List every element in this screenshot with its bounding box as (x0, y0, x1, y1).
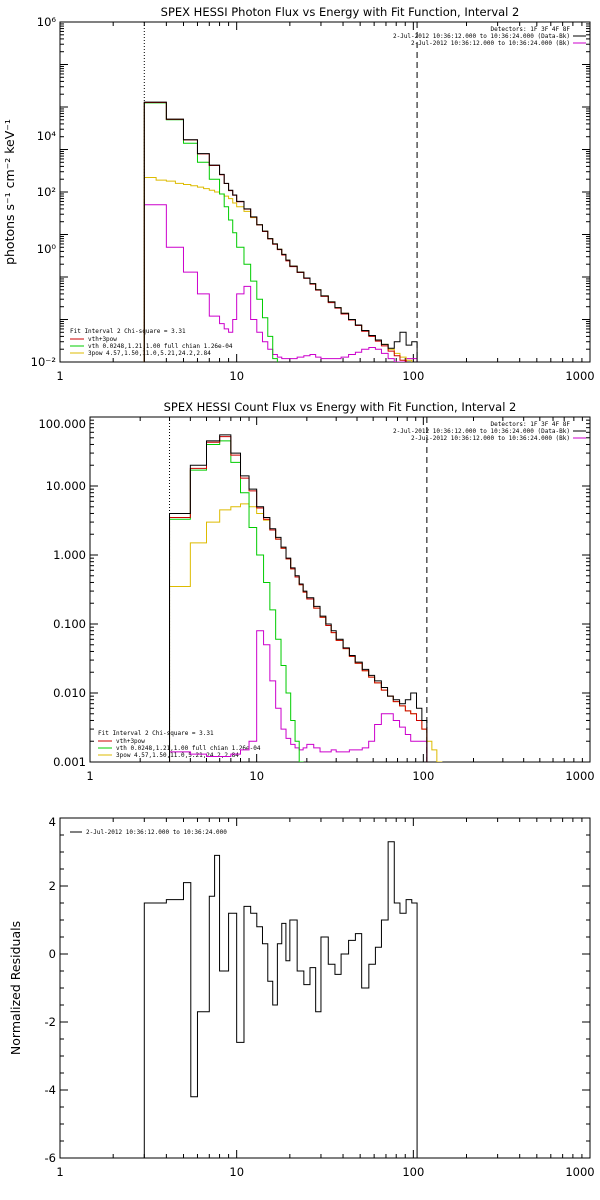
photon-series-bk (143, 204, 418, 362)
residuals-x-tick-label: 1 (56, 1165, 63, 1179)
residuals-y-tick-label: 4 (49, 815, 56, 829)
residuals-panel: 1 10 100 1000 -6 -4 -2 0 2 4 Normalized … (8, 815, 595, 1179)
residuals-x-tick-label: 100 (402, 1165, 424, 1179)
count-plot-frame (89, 416, 591, 763)
photon-y-axis (60, 23, 590, 363)
count-legend-top: Detectors: 1F 3F 4F 8F 2-Jul-2012 10:36:… (393, 421, 586, 442)
count-y-tick-label: 0.010 (53, 686, 86, 700)
count-y-tick-label: 0.001 (53, 755, 86, 769)
count-legend-vth: vth 0.0248,1.21,1.00 full chian 1.26e-04 (116, 745, 261, 752)
count-series-bk (169, 630, 428, 762)
photon-flux-panel: SPEX HESSI Photon Flux vs Energy with Fi… (2, 5, 595, 383)
photon-y-tick-label: 10² (37, 185, 56, 199)
photon-y-axis-label: photons s⁻¹ cm⁻² keV⁻¹ (2, 119, 17, 265)
count-x-tick-label: 1 (86, 769, 93, 783)
residuals-y-tick-label: -6 (45, 1151, 56, 1165)
photon-legend-vth: vth 0.0248,1.21,1.00 full chian 1.26e-04 (88, 343, 233, 350)
count-legend-vth3pow: vth+3pow (116, 738, 145, 745)
photon-legend-top: Detectors: 1F 3F 4F 8F 2-Jul-2012 10:36:… (393, 26, 586, 47)
photon-legend-vth3pow: vth+3pow (88, 336, 117, 343)
residuals-y-tick-label: 0 (49, 947, 56, 961)
photon-x-tick-label: 10 (229, 369, 244, 383)
residuals-y-tick-label: -4 (45, 1083, 56, 1097)
count-x-tick-label: 10 (249, 769, 264, 783)
photon-x-tick-label: 1 (56, 369, 63, 383)
count-y-tick-labels: 0.001 0.010 0.100 1.000 10.000 100.000 (38, 417, 86, 769)
residuals-series-group (143, 841, 418, 1158)
count-panel-title: SPEX HESSI Count Flux vs Energy with Fit… (164, 400, 517, 414)
count-x-tick-label: 1000 (565, 769, 594, 783)
count-y-tick-label: 1.000 (53, 548, 86, 562)
residuals-x-axis (59, 818, 583, 1158)
photon-legend-bottom: Fit Interval 2 Chi-square = 3.31 vth+3po… (70, 328, 233, 357)
photon-y-tick-labels: 10⁻² 10⁰ 10² 10⁴ 10⁶ (31, 15, 57, 369)
residuals-y-axis-label: Normalized Residuals (8, 921, 23, 1055)
count-legend-bottom: Fit Interval 2 Chi-square = 3.31 vth+3po… (98, 730, 261, 759)
photon-plot-frame (59, 21, 591, 363)
count-series-vth (169, 440, 304, 762)
count-x-axis (89, 417, 583, 762)
photon-legend-detectors: Detectors: 1F 3F 4F 8F (491, 26, 571, 33)
count-y-tick-label: 0.100 (53, 617, 86, 631)
photon-legend-fit: Fit Interval 2 Chi-square = 3.31 (70, 328, 186, 335)
photon-series-data-bk (143, 101, 418, 362)
count-legend-data: 2-Jul-2012 10:36:12.000 to 10:36:24.000 … (393, 428, 570, 435)
count-series-vth-3pow (169, 436, 428, 762)
count-y-tick-label: 100.000 (38, 417, 86, 431)
count-x-tick-labels: 1 10 100 1000 (86, 769, 594, 783)
photon-x-tick-labels: 1 10 100 1000 (56, 369, 594, 383)
count-series-data-bk (169, 434, 428, 762)
photon-y-tick-label: 10⁰ (37, 242, 57, 256)
count-series-group (169, 417, 443, 762)
residuals-y-tick-labels: -6 -4 -2 0 2 4 (45, 815, 56, 1165)
photon-legend-data: 2-Jul-2012 10:36:12.000 to 10:36:24.000 … (393, 33, 570, 40)
photon-legend-3pow: 3pow 4.57,1.50,11.0,5.21,24.2,2.84 (88, 350, 211, 357)
count-legend-fit: Fit Interval 2 Chi-square = 3.31 (98, 730, 214, 737)
residuals-plot-frame (59, 817, 591, 1159)
residuals-y-tick-label: -2 (45, 1015, 56, 1029)
residuals-y-axis (60, 817, 590, 1159)
photon-x-tick-label: 1000 (565, 369, 594, 383)
residuals-y-tick-label: 2 (49, 879, 56, 893)
count-flux-panel: SPEX HESSI Count Flux vs Energy with Fit… (38, 400, 594, 783)
count-legend-3pow: 3pow 4.57,1.50,11.0,5.21,24.2,2.84 (116, 752, 239, 759)
count-x-tick-label: 100 (412, 769, 434, 783)
count-legend-bk: 2-Jul-2012 10:36:12.000 to 10:36:24.000 … (411, 435, 570, 442)
count-y-axis (90, 419, 590, 763)
photon-y-tick-label: 10⁻² (31, 355, 56, 369)
photon-panel-title: SPEX HESSI Photon Flux vs Energy with Fi… (161, 5, 520, 19)
photon-y-tick-label: 10⁶ (37, 15, 57, 29)
photon-y-tick-label: 10⁴ (37, 129, 57, 143)
count-y-tick-label: 10.000 (46, 479, 86, 493)
count-legend-detectors: Detectors: 1F 3F 4F 8F (491, 421, 571, 428)
residuals-legend-label: 2-Jul-2012 10:36:12.000 to 10:36:24.000 (86, 829, 227, 836)
residuals-x-tick-label: 1000 (565, 1165, 594, 1179)
residuals-x-tick-labels: 1 10 100 1000 (56, 1165, 594, 1179)
photon-x-tick-label: 100 (402, 369, 424, 383)
residuals-x-tick-label: 10 (229, 1165, 244, 1179)
photon-series-group (143, 22, 418, 362)
photon-legend-bk: 2-Jul-2012 10:36:12.000 to 10:36:24.000 … (411, 40, 570, 47)
residuals-series-2-jul-2012-10-36-12-000-to-10-36-24-000 (143, 841, 418, 1158)
photon-x-axis (59, 22, 583, 362)
photon-series-vth (143, 102, 278, 362)
